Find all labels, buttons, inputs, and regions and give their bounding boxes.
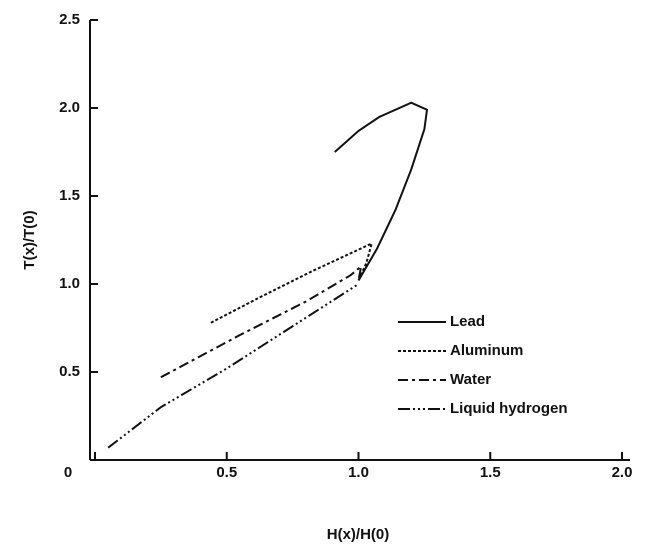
legend-label: Aluminum: [450, 342, 523, 359]
y-axis-label: T(x)/T(0): [21, 210, 38, 269]
x-tick-label: 1.5: [480, 464, 501, 481]
y-tick-label: 1.5: [59, 187, 80, 204]
x-axis-label: H(x)/H(0): [327, 526, 390, 543]
x-tick-label: 0: [64, 464, 72, 481]
y-tick-label: 1.0: [59, 275, 80, 292]
line: [160, 263, 363, 379]
x-tick-label: 0.5: [216, 464, 237, 481]
line: [107, 283, 360, 449]
y-tick-label: 2.0: [59, 99, 80, 116]
x-tick-label: 1.0: [348, 464, 369, 481]
legend-label: Lead: [450, 313, 485, 330]
y-tick-label: 2.5: [59, 11, 80, 28]
x-tick-label: 2.0: [612, 464, 633, 481]
line: [334, 101, 429, 281]
line: [210, 241, 374, 324]
legend-label: Water: [450, 371, 491, 388]
y-tick-label: 0.5: [59, 363, 80, 380]
legend-label: Liquid hydrogen: [450, 400, 568, 417]
